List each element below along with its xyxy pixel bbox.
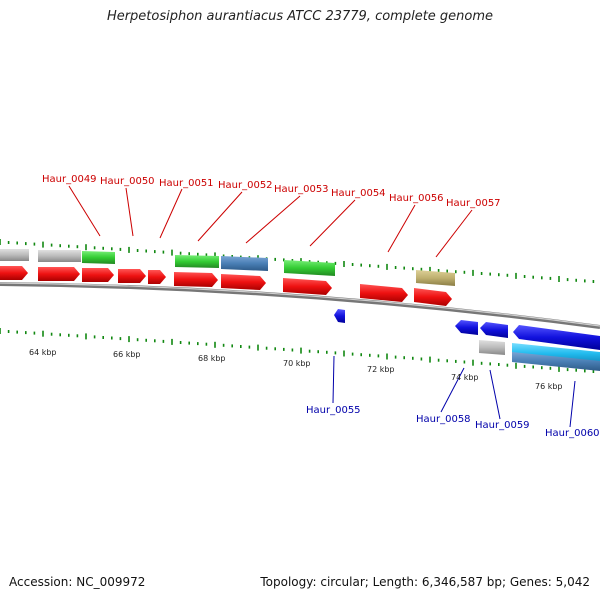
cds-forward-arrow bbox=[0, 266, 28, 280]
cds-reverse-arrow bbox=[513, 325, 600, 350]
cds-forward-arrow bbox=[82, 268, 114, 282]
leader-lines-bottom bbox=[332, 355, 576, 428]
feature-gray-block bbox=[38, 250, 81, 262]
feature-row-inner bbox=[479, 340, 600, 371]
scale-label: 68 kbp bbox=[198, 354, 226, 363]
gene-label: Haur_0059 bbox=[475, 420, 530, 431]
gene-label: Haur_0050 bbox=[100, 176, 155, 187]
gene-label: Haur_0055 bbox=[306, 405, 361, 416]
gene-label: Haur_0058 bbox=[416, 414, 471, 425]
tick-row-top bbox=[0, 239, 595, 283]
feature-green-block bbox=[284, 260, 335, 276]
gene-labels-bottom: Haur_0055 Haur_0058 Haur_0059 Haur_0060 bbox=[306, 405, 600, 439]
cds-reverse-arrow bbox=[480, 322, 508, 338]
cds-forward-arrow bbox=[118, 269, 146, 283]
gene-label: Haur_0051 bbox=[159, 178, 214, 189]
feature-gray-block bbox=[0, 249, 29, 261]
scale-label: 76 kbp bbox=[535, 382, 563, 391]
gene-label: Haur_0053 bbox=[274, 184, 329, 195]
gene-label: Haur_0057 bbox=[446, 198, 501, 209]
feature-khaki-block bbox=[416, 270, 455, 286]
feature-steelblue-block bbox=[512, 352, 600, 371]
feature-green-block bbox=[175, 255, 219, 268]
cds-reverse-arrow bbox=[334, 309, 345, 323]
cds-forward-arrow bbox=[221, 274, 266, 290]
scale-labels: 64 kbp 66 kbp 68 kbp 70 kbp 72 kbp 74 kb… bbox=[29, 348, 563, 391]
map-title: Herpetosiphon aurantiacus ATCC 23779, co… bbox=[106, 9, 494, 24]
scale-label: 74 kbp bbox=[451, 373, 479, 382]
gene-label: Haur_0054 bbox=[331, 188, 386, 199]
feature-steelblue-block bbox=[221, 256, 268, 271]
feature-green-block bbox=[82, 251, 115, 264]
cds-forward-arrow bbox=[414, 288, 452, 306]
gene-label: Haur_0056 bbox=[389, 193, 444, 204]
genome-backbone bbox=[0, 282, 600, 329]
scale-label: 64 kbp bbox=[29, 348, 57, 357]
scale-label: 70 kbp bbox=[283, 359, 311, 368]
cds-forward-arrow bbox=[174, 272, 218, 287]
gene-label: Haur_0049 bbox=[42, 174, 97, 185]
cds-reverse-arrow bbox=[455, 320, 478, 335]
cds-forward-arrow bbox=[283, 278, 332, 295]
accession-label: Accession: NC_009972 bbox=[9, 575, 146, 589]
gene-label: Haur_0060 bbox=[545, 428, 600, 439]
scale-label: 72 kbp bbox=[367, 365, 395, 374]
tick-row-bottom bbox=[0, 328, 595, 373]
feature-gray-block bbox=[479, 340, 505, 355]
cds-forward-arrow bbox=[360, 284, 408, 302]
scale-label: 66 kbp bbox=[113, 350, 141, 359]
genome-summary-label: Topology: circular; Length: 6,346,587 bp… bbox=[260, 575, 590, 589]
cds-forward-arrow bbox=[38, 267, 80, 281]
gene-labels-top: Haur_0049 Haur_0050 Haur_0051 Haur_0052 … bbox=[42, 174, 501, 209]
feature-row-forward bbox=[0, 266, 452, 306]
feature-row-outer bbox=[0, 249, 455, 286]
feature-row-reverse bbox=[334, 309, 600, 350]
cds-forward-arrow bbox=[148, 270, 166, 284]
leader-lines-top bbox=[68, 185, 473, 258]
gene-label: Haur_0052 bbox=[218, 180, 273, 191]
